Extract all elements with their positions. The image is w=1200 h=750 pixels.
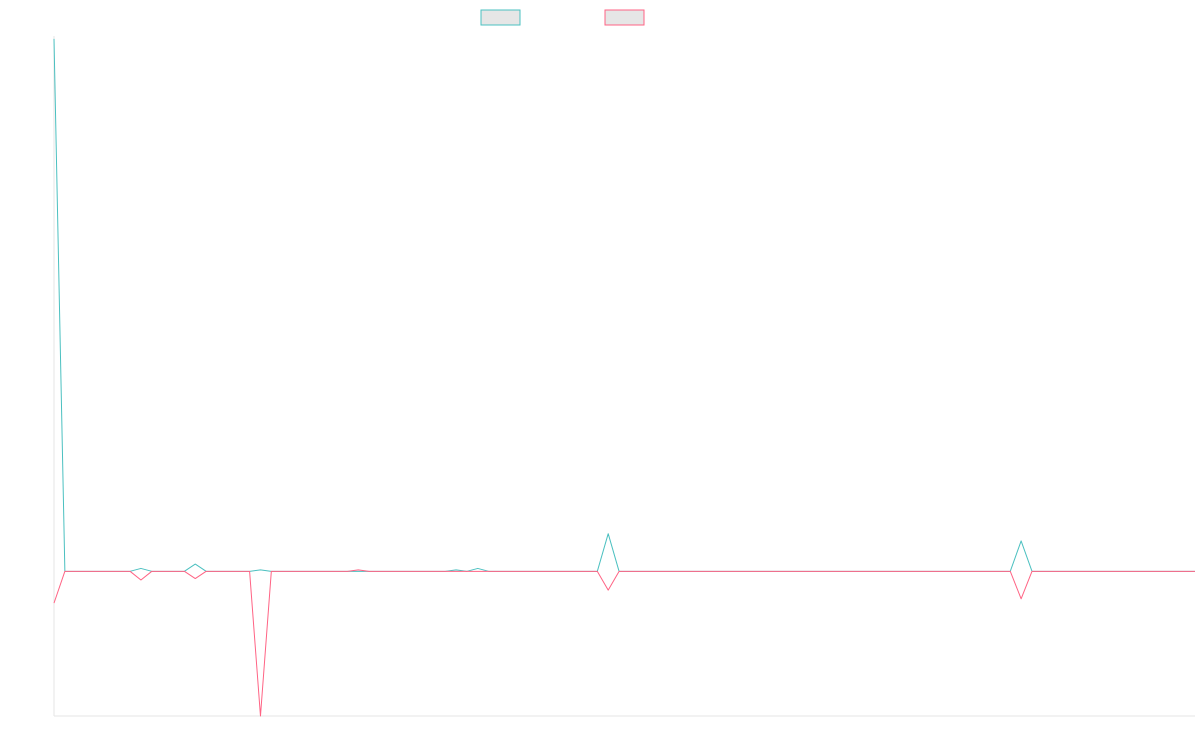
series-1 xyxy=(53,38,1195,572)
plot-area xyxy=(53,36,1195,717)
legend-swatch-series-1[interactable] xyxy=(480,9,521,26)
series-2-line xyxy=(53,569,1195,717)
legend xyxy=(480,9,645,26)
legend-swatch-series-2[interactable] xyxy=(604,9,645,26)
series-layer xyxy=(53,38,1195,717)
series-1-line xyxy=(53,38,1195,572)
series-2 xyxy=(53,569,1195,717)
